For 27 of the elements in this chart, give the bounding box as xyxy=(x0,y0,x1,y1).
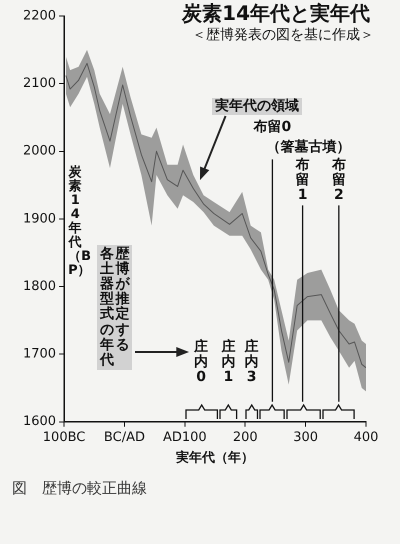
y-axis-title: 炭素14年代（BP） xyxy=(68,165,91,278)
y-tick-label: 1800 xyxy=(22,278,56,294)
y-tick-label: 2200 xyxy=(22,8,56,24)
text: ＜歴博発表の図を基に作成＞ xyxy=(192,27,374,44)
x-tick-label: 100BC xyxy=(42,430,86,445)
ref-line-label: 布留1 xyxy=(294,157,310,204)
text: 図 歴博の較正曲線 xyxy=(12,479,147,497)
ref-line-label: 布留2 xyxy=(331,157,347,204)
chart-title: 炭素14年代と実年代 xyxy=(182,1,370,25)
ref-line-label: 布留0 xyxy=(254,119,292,136)
annotation: 実年代の領域 xyxy=(212,98,302,116)
annotation: 庄内3 xyxy=(244,339,260,386)
text: 歴博が推定する各土器型式の年代 xyxy=(100,246,130,368)
x-tick-label: 200 xyxy=(232,430,258,445)
y-tick-label: 1700 xyxy=(22,346,56,362)
x-tick-label: AD100 xyxy=(162,430,207,445)
y-tick-label: 2100 xyxy=(22,76,56,92)
x-tick-label: 300 xyxy=(293,430,318,445)
x-tick-label: BC/AD xyxy=(104,430,145,445)
y-tick-label: 1900 xyxy=(22,211,56,226)
y-tick-label: 1600 xyxy=(22,414,56,430)
annotation: 庄内0 xyxy=(193,339,209,386)
annotation: （箸墓古墳） xyxy=(266,139,350,156)
y-tick-label: 2000 xyxy=(22,144,56,159)
annotation: 庄内1 xyxy=(220,339,236,386)
x-tick-label: 400 xyxy=(354,430,378,445)
x-axis-title: 実年代（年） xyxy=(175,450,254,466)
